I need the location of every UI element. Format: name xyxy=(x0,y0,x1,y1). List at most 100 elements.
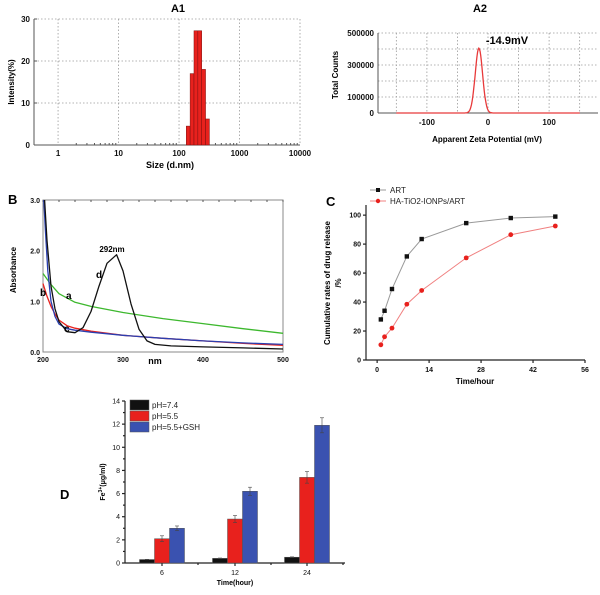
y-tick-label: 300000 xyxy=(347,61,374,70)
data-point-ha xyxy=(552,223,558,229)
histogram-bar xyxy=(186,125,191,146)
x-axis-label: Time(hour) xyxy=(217,580,253,587)
y-axis-label-unit: /% xyxy=(334,278,343,287)
y-tick-label: 60 xyxy=(353,271,361,278)
plot-frame xyxy=(42,199,284,353)
data-point-art xyxy=(382,308,387,313)
data-point-ha xyxy=(419,288,425,293)
x-tick-label: 6 xyxy=(160,570,164,577)
y-axis-label: Intensity(%) xyxy=(7,59,16,105)
bar xyxy=(284,556,300,564)
bar xyxy=(154,538,170,564)
x-tick-label: 300 xyxy=(117,357,129,364)
x-axis-label: Apparent Zeta Potential (mV) xyxy=(432,135,542,144)
legend-label: pH=7.4 xyxy=(152,401,179,410)
y-tick-label: 14 xyxy=(112,399,120,406)
x-axis-label: Time/hour xyxy=(456,377,495,386)
data-point-ha xyxy=(404,301,410,307)
curve-label-a: a xyxy=(66,291,72,302)
y-tick-label: 12 xyxy=(112,422,120,429)
legend-label: pH=5.5+GSH xyxy=(152,423,200,432)
y-tick-label: 500000 xyxy=(347,29,374,38)
data-point-art xyxy=(378,317,384,322)
data-point-art xyxy=(508,215,513,221)
y-tick-label: 2.0 xyxy=(30,249,40,256)
bar xyxy=(299,477,315,564)
y-axis-label: Absorbance xyxy=(9,246,18,293)
data-point-art xyxy=(404,254,410,259)
y-tick-label: 0 xyxy=(26,141,31,150)
series-line-1 xyxy=(380,225,556,346)
legend-label: ART xyxy=(390,186,406,195)
x-tick-label: 42 xyxy=(529,367,537,374)
panel-label: C xyxy=(326,194,336,209)
y-tick-label: 40 xyxy=(353,300,361,307)
peak-annotation: -14.9mV xyxy=(486,35,529,47)
data-point-ha xyxy=(463,255,469,261)
data-point-ha xyxy=(389,325,395,331)
legend-swatch xyxy=(129,399,150,411)
chart-title: A1 xyxy=(171,3,185,15)
x-tick-label: 14 xyxy=(425,367,433,374)
y-tick-label: 1.0 xyxy=(30,299,40,306)
y-tick-label: 100000 xyxy=(347,93,374,102)
series-line-0 xyxy=(380,216,556,320)
legend-swatch xyxy=(129,421,150,433)
y-tick-label: 0 xyxy=(357,358,361,365)
spectrum-c xyxy=(43,199,284,346)
chart-c: C 0 20 40 60 80 100 0 14 28 42 56 Time/hour Cumulativ… xyxy=(323,186,589,386)
x-tick-label: 0 xyxy=(486,118,491,127)
y-tick-label: 20 xyxy=(21,57,30,66)
panel-label: B xyxy=(8,192,17,207)
histogram-bar xyxy=(201,69,206,146)
spectrum-d xyxy=(43,199,284,350)
y-tick-label: 3.0 xyxy=(30,198,40,205)
curve-label-d: d xyxy=(96,270,102,281)
spectrum-a xyxy=(42,273,284,334)
x-tick-label: 100 xyxy=(172,149,186,158)
panel-label: D xyxy=(60,487,69,502)
histogram-bar xyxy=(193,30,199,146)
y-tick-label: 0 xyxy=(116,561,120,568)
curve-label-b: b xyxy=(40,288,46,299)
y-tick-label: 8 xyxy=(116,468,120,475)
data-point-art xyxy=(389,286,395,292)
y-tick-label: 80 xyxy=(353,242,361,249)
y-axis-label: Cumulative rates of drug release xyxy=(323,220,332,345)
data-point-art xyxy=(464,220,469,226)
curve-label-c: c xyxy=(64,324,70,335)
legend-marker xyxy=(376,188,380,192)
x-tick-label: 100 xyxy=(542,118,556,127)
y-tick-label: 0.0 xyxy=(30,350,40,357)
x-tick-label: 24 xyxy=(303,570,311,577)
y-tick-label: 6 xyxy=(116,491,120,498)
bar xyxy=(212,558,228,564)
legend-label: pH=5.5 xyxy=(152,412,179,421)
chart-a1: A1 0 10 20 30 1 10 100 1000 10000 Size (d.nm) Inten… xyxy=(7,3,312,170)
bar xyxy=(227,518,243,564)
data-point-ha xyxy=(378,342,384,348)
y-tick-label: 30 xyxy=(21,15,30,24)
y-axis-label: Total Counts xyxy=(331,50,340,99)
histogram-bar xyxy=(189,73,195,146)
zeta-curve xyxy=(396,47,580,114)
data-point-art xyxy=(553,214,558,219)
data-point-ha xyxy=(508,232,514,238)
x-tick-label: 500 xyxy=(277,357,289,364)
spectrum-b xyxy=(42,283,284,347)
x-axis-label: nm xyxy=(148,356,162,366)
legend-label: HA-TiO2-IONPs/ART xyxy=(390,197,465,206)
chart-title: A2 xyxy=(473,3,487,15)
x-tick-label: 12 xyxy=(231,570,239,577)
x-tick-label: 200 xyxy=(37,357,49,364)
x-tick-label: 10000 xyxy=(289,149,312,158)
peak-annotation: 292nm xyxy=(99,245,124,254)
y-tick-label: 10 xyxy=(112,445,120,452)
bar xyxy=(242,491,258,564)
y-tick-label: 4 xyxy=(116,514,120,521)
legend-marker xyxy=(375,198,381,204)
x-tick-label: -100 xyxy=(419,118,436,127)
